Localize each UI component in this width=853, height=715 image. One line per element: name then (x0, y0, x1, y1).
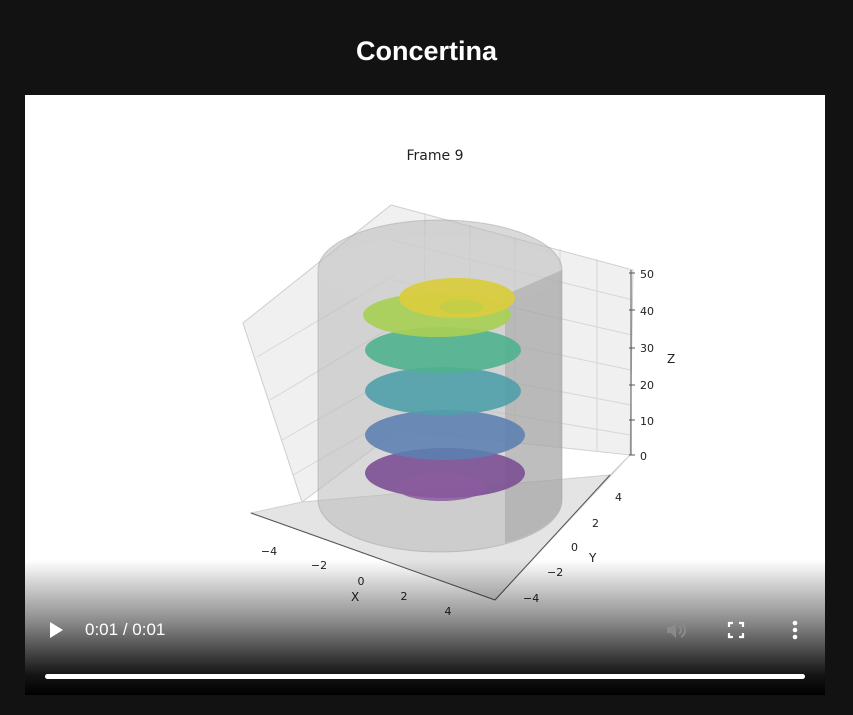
layer-6 (399, 278, 515, 318)
svg-text:0: 0 (571, 541, 578, 554)
play-icon (50, 622, 63, 638)
mute-button[interactable] (661, 615, 691, 645)
current-time: 0:01 (85, 620, 119, 639)
svg-text:2: 2 (401, 590, 408, 603)
svg-text:20: 20 (640, 379, 654, 392)
time-separator: / (118, 620, 133, 639)
svg-text:0: 0 (358, 575, 365, 588)
svg-text:4: 4 (615, 491, 622, 504)
more-options-button[interactable] (780, 615, 810, 645)
volume-icon (667, 622, 687, 638)
z-axis-label: Z (667, 352, 675, 366)
svg-text:30: 30 (640, 342, 654, 355)
fullscreen-button[interactable] (721, 615, 751, 645)
video-controls: 0:01 / 0:01 (25, 605, 825, 695)
video-player[interactable]: Frame 9 (25, 95, 825, 695)
more-vertical-icon (792, 620, 798, 640)
plot-title: Frame 9 (407, 148, 464, 164)
svg-text:−2: −2 (547, 566, 563, 579)
layer-3 (365, 367, 521, 415)
x-axis-label: X (351, 590, 359, 604)
page-title: Concertina (355, 36, 498, 66)
svg-text:−4: −4 (523, 592, 539, 605)
layer-2 (365, 410, 525, 460)
time-display: 0:01 / 0:01 (85, 620, 165, 640)
duration: 0:01 (132, 620, 166, 639)
svg-text:0: 0 (640, 450, 647, 463)
svg-text:−2: −2 (311, 559, 327, 572)
svg-text:2: 2 (592, 517, 599, 530)
concertina-layers (363, 278, 525, 501)
svg-text:50: 50 (640, 268, 654, 281)
layer-4 (365, 327, 521, 373)
progress-bar[interactable] (45, 674, 805, 679)
svg-text:10: 10 (640, 415, 654, 428)
y-axis-label: Y (588, 551, 597, 565)
play-button[interactable] (41, 615, 71, 645)
svg-text:−4: −4 (261, 545, 277, 558)
fullscreen-icon (727, 621, 745, 639)
progress-fill (45, 674, 805, 679)
z-axis-ticks: 0 10 20 30 40 50 (629, 268, 654, 463)
svg-text:40: 40 (640, 305, 654, 318)
